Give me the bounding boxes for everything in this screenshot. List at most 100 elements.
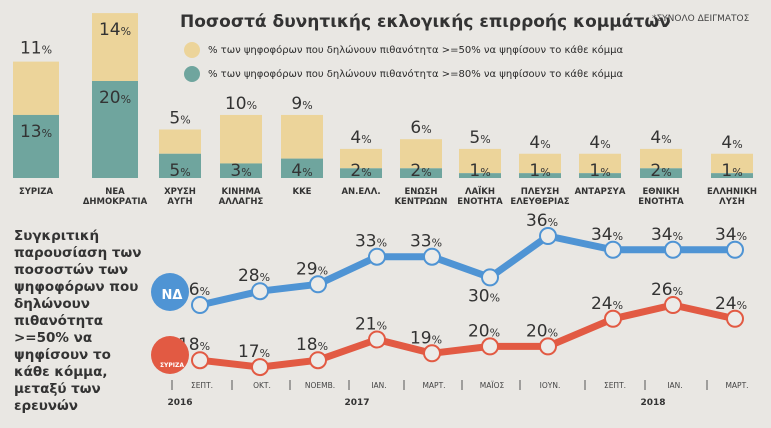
party-label: ΚΙΝΗΜΑ xyxy=(221,187,260,197)
legend-swatch-50 xyxy=(184,42,200,58)
party-label: ΚΚΕ xyxy=(293,187,312,197)
data-label-50: 4% xyxy=(529,133,550,153)
party-label: ΑΛΛΑΓΗΣ xyxy=(219,197,264,207)
data-point xyxy=(539,227,557,245)
data-label-50: 14% xyxy=(99,20,131,40)
party-label: ΣΥΡΙΖΑ xyxy=(19,187,54,197)
data-point xyxy=(251,282,269,301)
data-label: 34% xyxy=(591,225,623,245)
data-point xyxy=(309,275,327,294)
data-label: 20% xyxy=(526,321,558,341)
data-point xyxy=(604,240,622,259)
month-label: ΣΕΠΤ. xyxy=(191,381,213,390)
bar-segment-80 xyxy=(400,168,442,178)
data-point xyxy=(539,337,557,356)
bar-segment-50 xyxy=(220,114,262,164)
month-label: ΣΕΠΤ. xyxy=(604,381,626,390)
month-label: ΟΚΤ. xyxy=(253,381,271,390)
bar-segment-80 xyxy=(220,163,262,178)
sample-note: *ΣΥΝΟΛΟ ΔΕΙΓΜΑΤΟΣ xyxy=(652,14,750,24)
data-label: 33% xyxy=(355,232,387,252)
data-point xyxy=(481,337,499,356)
data-label-80: 2% xyxy=(650,161,671,181)
legend-item-50: % των ψηφοφόρων που δηλώνουν πιθανότητα … xyxy=(184,42,623,58)
data-label-80: 2% xyxy=(350,161,371,181)
party-label: ΠΛΕΥΣΗ xyxy=(521,187,560,197)
month-label: ΜΑΪΟΣ xyxy=(480,381,505,390)
legend-label-80: % των ψηφοφόρων που δηλώνουν πιθανότητα … xyxy=(208,68,624,80)
data-label: 17% xyxy=(238,342,270,362)
party-label: ΕΝΩΣΗ xyxy=(404,187,437,197)
bar-segment-80 xyxy=(281,158,323,178)
year-label: 2017 xyxy=(344,398,369,408)
data-label-50: 10% xyxy=(225,94,257,114)
data-point xyxy=(604,309,622,328)
party-label: ΑΝ.ΕΛΛ. xyxy=(341,187,380,197)
data-label: 19% xyxy=(410,328,442,348)
data-label: 33% xyxy=(410,232,442,252)
data-point xyxy=(664,240,682,259)
party-label: ΚΕΝΤΡΩΩΝ xyxy=(394,197,447,207)
data-label-80: 1% xyxy=(721,161,742,181)
party-label: ΝΕΑ xyxy=(105,187,125,197)
month-label: ΙΑΝ. xyxy=(371,381,386,390)
data-label: 24% xyxy=(591,294,623,314)
party-label: ΑΝΤΑΡΣΥΑ xyxy=(575,187,626,197)
data-label: 36% xyxy=(526,211,558,231)
data-label: 26% xyxy=(651,280,683,300)
data-point xyxy=(309,351,327,370)
bar-segment-80 xyxy=(519,173,561,178)
data-point xyxy=(191,296,209,314)
bar-segment-80 xyxy=(579,173,621,178)
party-label: ΛΥΣΗ xyxy=(719,197,745,207)
bar-segment-50 xyxy=(711,153,753,174)
data-label-50: 4% xyxy=(650,128,671,148)
data-label: 30% xyxy=(468,286,500,306)
data-label-50: 4% xyxy=(589,133,610,153)
bar-segment-80 xyxy=(459,173,501,178)
party-logo-icon xyxy=(151,273,189,311)
data-point xyxy=(726,240,744,259)
bar-segment-80 xyxy=(13,114,59,178)
data-label-80: 1% xyxy=(469,161,490,181)
data-point xyxy=(368,330,386,349)
party-label: ΑΥΓΗ xyxy=(167,197,192,207)
party-label: ΛΑΪΚΗ xyxy=(465,186,495,197)
bar-segment-50 xyxy=(579,153,621,174)
party-label: ΕΛΛΗΝΙΚΗ xyxy=(707,187,757,197)
data-label: 28% xyxy=(238,266,270,286)
year-label: 2018 xyxy=(640,398,665,408)
data-label-80: 2% xyxy=(410,161,431,181)
data-point xyxy=(664,296,682,314)
bar-segment-50 xyxy=(340,148,382,169)
data-label: 18% xyxy=(296,335,328,355)
line-chart-description: Συγκριτική παρουσίαση των ποσοστών των ψ… xyxy=(14,228,142,414)
legend-swatch-80 xyxy=(184,66,200,82)
bar-segment-50 xyxy=(640,148,682,169)
party-label: ΕΝΟΤΗΤΑ xyxy=(457,197,503,207)
data-label-50: 11% xyxy=(20,39,52,59)
party-logo-icon xyxy=(151,336,189,374)
data-label: 34% xyxy=(715,225,747,245)
data-label-80: 20% xyxy=(99,88,131,108)
data-label-50: 4% xyxy=(721,133,742,153)
party-logo-label: ΝΔ xyxy=(162,288,183,303)
month-label: ΙΟΥΝ. xyxy=(540,381,561,390)
bar-segment-50 xyxy=(281,114,323,159)
month-label: ΙΑΝ. xyxy=(667,381,682,390)
data-label-50: 9% xyxy=(291,94,312,114)
data-label-80: 4% xyxy=(291,161,312,181)
data-label: 24% xyxy=(715,294,747,314)
legend-label-50: % των ψηφοφόρων που δηλώνουν πιθανότητα … xyxy=(208,44,624,56)
party-label: ΕΘΝΙΚΗ xyxy=(642,187,679,197)
data-label-50: 5% xyxy=(469,128,490,148)
series-line xyxy=(199,232,735,309)
party-label: ΕΝΟΤΗΤΑ xyxy=(638,197,684,207)
bar-segment-80 xyxy=(640,168,682,178)
data-label-50: 6% xyxy=(410,118,431,138)
data-label-80: 13% xyxy=(20,122,52,142)
month-label: ΜΑΡΤ. xyxy=(725,381,748,390)
party-label: ΕΛΕΥΘΕΡΙΑΣ xyxy=(510,197,569,207)
party-logo-label: ΣΥΡΙΖΑ xyxy=(160,362,184,369)
data-label: 20% xyxy=(468,321,500,341)
